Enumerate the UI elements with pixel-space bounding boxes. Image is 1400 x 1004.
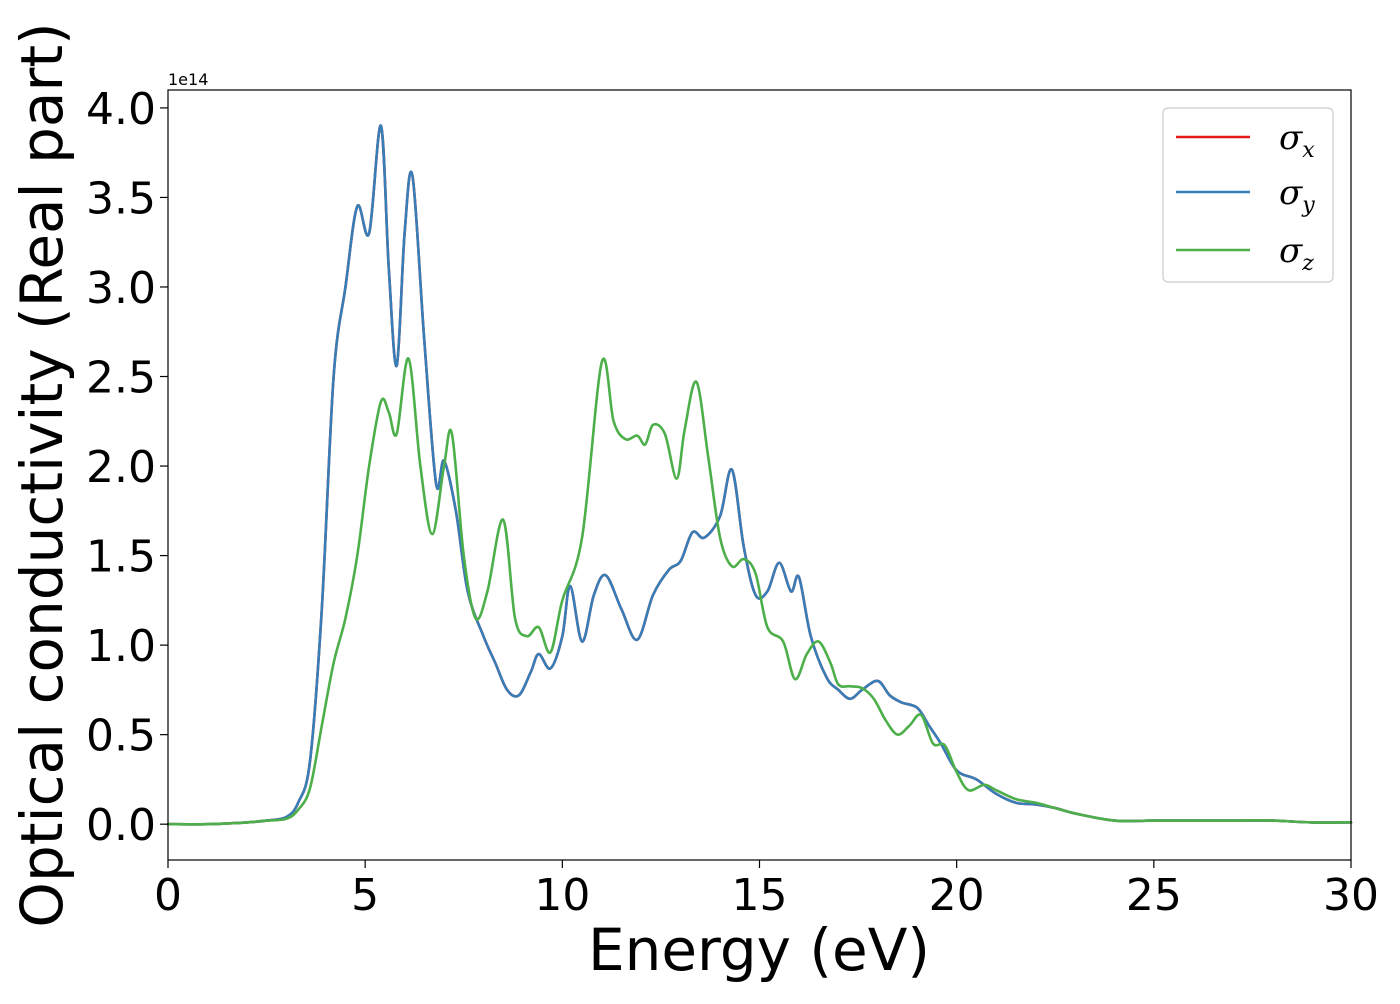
plot-background	[168, 90, 1351, 860]
legend-label-x: σx	[1279, 118, 1315, 163]
y-tick-label: 4.0	[86, 84, 156, 135]
x-axis-label: Energy (eV)	[588, 916, 930, 984]
y-tick-label: 2.5	[86, 353, 156, 404]
x-tick-label: 5	[351, 870, 379, 921]
y-axis-label: Optical conductivity (Real part)	[8, 22, 76, 927]
y-axis-ticks: 0.0 0.5 1.0 1.5 2.0 2.5 3.0 3.5 4.0	[86, 84, 168, 851]
legend-symbol: σ	[1279, 173, 1303, 213]
y-offset-text: 1e14	[168, 70, 208, 89]
legend-subscript: x	[1302, 138, 1315, 163]
x-axis-ticks: 0 5 10 15 20 25 30	[154, 860, 1379, 921]
x-tick-label: 10	[534, 870, 590, 921]
x-tick-label: 25	[1126, 870, 1182, 921]
x-tick-label: 20	[929, 870, 985, 921]
x-tick-label: 15	[732, 870, 788, 921]
y-tick-label: 3.0	[86, 263, 156, 314]
y-tick-label: 2.0	[86, 442, 156, 493]
legend-subscript: z	[1301, 251, 1314, 276]
legend-symbol: σ	[1279, 118, 1303, 158]
y-tick-label: 1.0	[86, 621, 156, 672]
legend-label-z: σz	[1279, 231, 1314, 276]
legend-label-y: σy	[1279, 173, 1315, 218]
series-line-z	[166, 357, 1353, 826]
legend-subscript: y	[1301, 193, 1315, 218]
series-layer	[166, 124, 1353, 826]
y-tick-label: 3.5	[86, 173, 156, 224]
y-tick-label: 0.5	[86, 711, 156, 762]
legend-symbol: σ	[1279, 231, 1303, 271]
legend-box	[1162, 107, 1334, 283]
x-tick-label: 0	[154, 870, 182, 921]
y-tick-label: 1.5	[86, 532, 156, 583]
x-tick-label: 30	[1323, 870, 1379, 921]
y-tick-label: 0.0	[86, 800, 156, 851]
